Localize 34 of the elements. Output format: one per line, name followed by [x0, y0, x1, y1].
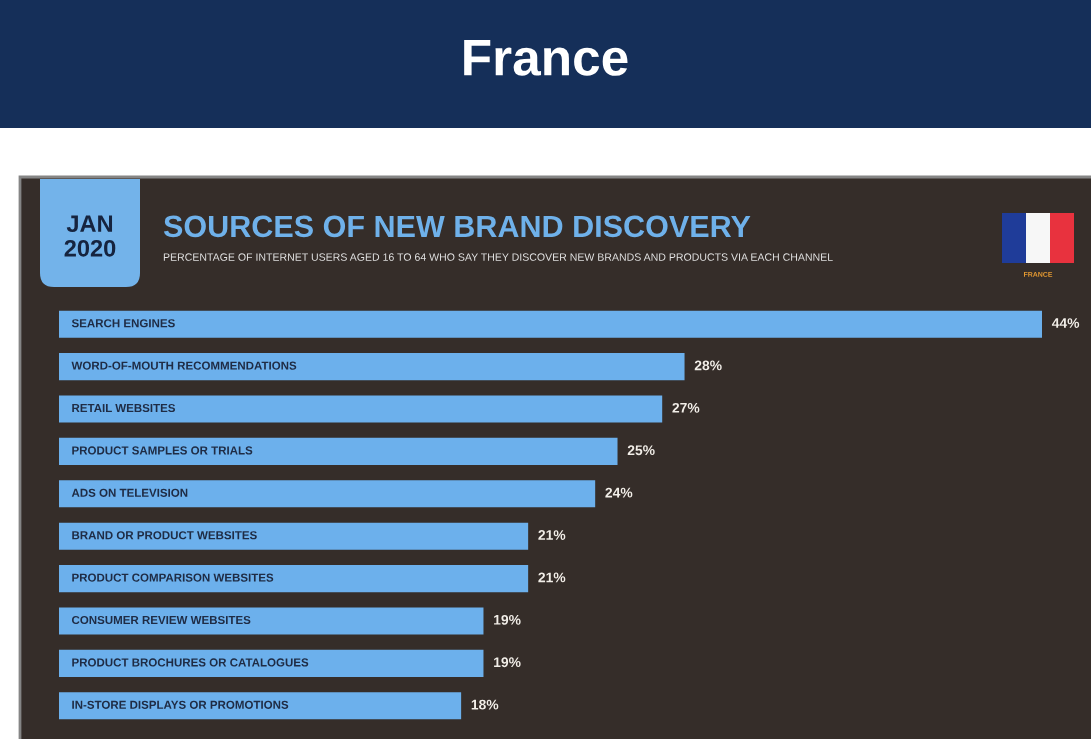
- text: JAN 2020: [64, 215, 116, 257]
- bar: [59, 437, 618, 465]
- data-label: 44%: [1051, 318, 1080, 328]
- y-tick-label: CONSUMER REVIEW WEBSITES: [71, 615, 251, 625]
- y-tick-label: IN-STORE DISPLAYS OR PROMOTIONS: [72, 700, 289, 709]
- data-label: 24%: [605, 487, 633, 498]
- chart-subtitle: PERCENTAGE OF INTERNET USERS AGED 16 TO 64 WHO SAY THEY DISCOVER NEW BRANDS AND PRODUCTS VIA EACH CHANNEL: [163, 253, 833, 261]
- data-label: 27%: [672, 402, 700, 413]
- bar: [59, 607, 484, 635]
- y-tick-label: PRODUCT COMPARISON WEBSITES: [72, 573, 274, 582]
- data-label: 19%: [494, 657, 521, 668]
- data-label: 21%: [538, 572, 566, 583]
- bar: [59, 480, 596, 508]
- data-label: 28%: [694, 360, 722, 371]
- y-tick-label: PRODUCT BROCHURES OR CATALOGUES: [72, 658, 309, 667]
- bar: [59, 649, 484, 677]
- chart-title: SOURCES OF NEW BRAND DISCOVERY: [163, 215, 751, 238]
- bar: [59, 353, 685, 381]
- bar: [59, 522, 529, 550]
- y-tick-label: WORD-OF-MOUTH RECOMMENDATIONS: [71, 361, 297, 370]
- data-label: 21%: [538, 530, 566, 540]
- text: France: [464, 39, 628, 76]
- bar: [59, 565, 529, 593]
- data-label: 25%: [627, 445, 655, 456]
- data-label: 19%: [494, 614, 521, 625]
- data-label: 18%: [471, 699, 499, 710]
- bar: [59, 310, 1042, 338]
- y-tick-label: PRODUCT SAMPLES OR TRIALS: [72, 446, 253, 455]
- y-tick-label: RETAIL WEBSITES: [72, 403, 176, 413]
- y-tick-label: SEARCH ENGINES: [71, 319, 175, 328]
- bar: [59, 692, 462, 720]
- y-tick-label: BRAND OR PRODUCT WEBSITES: [72, 531, 257, 540]
- y-tick-label: ADS ON TELEVISION: [71, 488, 188, 497]
- bar: [59, 395, 663, 423]
